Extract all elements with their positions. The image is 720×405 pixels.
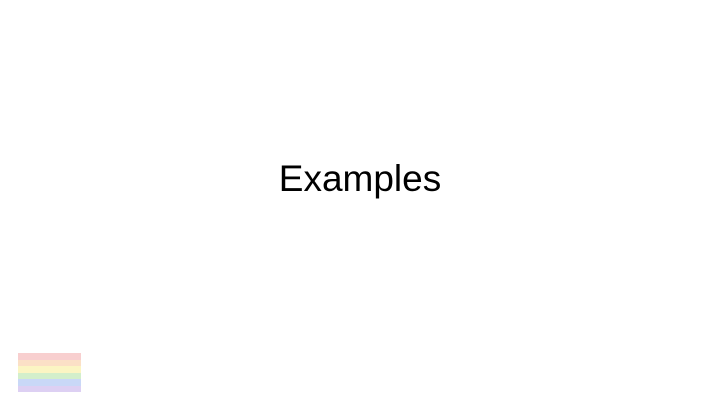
flag-stripe bbox=[18, 372, 81, 379]
slide-title: Examples bbox=[278, 158, 442, 199]
flag-stripe bbox=[18, 359, 81, 366]
flag-stripe bbox=[18, 366, 81, 373]
pride-flag-icon bbox=[18, 353, 81, 392]
flag-stripe bbox=[18, 379, 81, 386]
flag-stripe bbox=[18, 353, 81, 360]
flag-stripe bbox=[18, 385, 81, 392]
